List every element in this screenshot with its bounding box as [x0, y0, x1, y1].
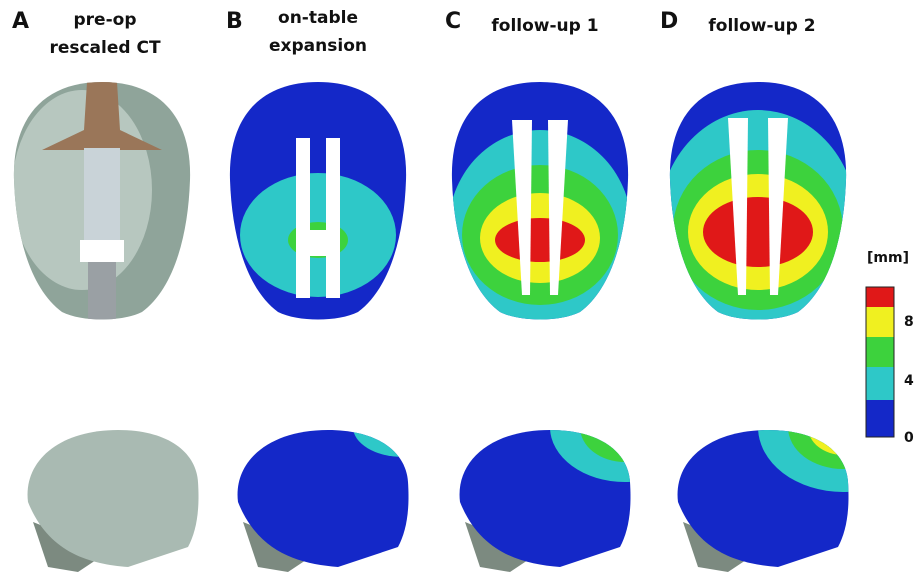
panel-title: expansion [269, 36, 367, 56]
colorbar [865, 286, 895, 438]
skull-side-c [459, 430, 631, 572]
colorbar-tick: 8 [904, 314, 914, 330]
colorbar-tick: 4 [904, 373, 914, 389]
skull-side-ct [27, 430, 199, 572]
skull-top-b [229, 82, 407, 320]
skull-side-d [677, 430, 849, 572]
panel-letter: A [12, 9, 29, 34]
skull-top-c [451, 82, 629, 320]
panel-title: follow-up 1 [491, 16, 598, 36]
skull-top-ct [13, 82, 191, 320]
skull-side-b [237, 430, 409, 572]
panel-letter: C [445, 9, 461, 34]
panel-letter: B [226, 9, 243, 34]
panel-title: rescaled CT [49, 38, 161, 58]
panel-title: pre-op [74, 10, 137, 30]
skull-top-d [669, 82, 847, 320]
panel-title: follow-up 2 [708, 16, 815, 36]
colorbar-tick: 0 [904, 430, 914, 446]
colorbar-unit: [mm] [867, 250, 909, 266]
panel-letter: D [660, 9, 678, 34]
panel-title: on-table [278, 8, 358, 28]
